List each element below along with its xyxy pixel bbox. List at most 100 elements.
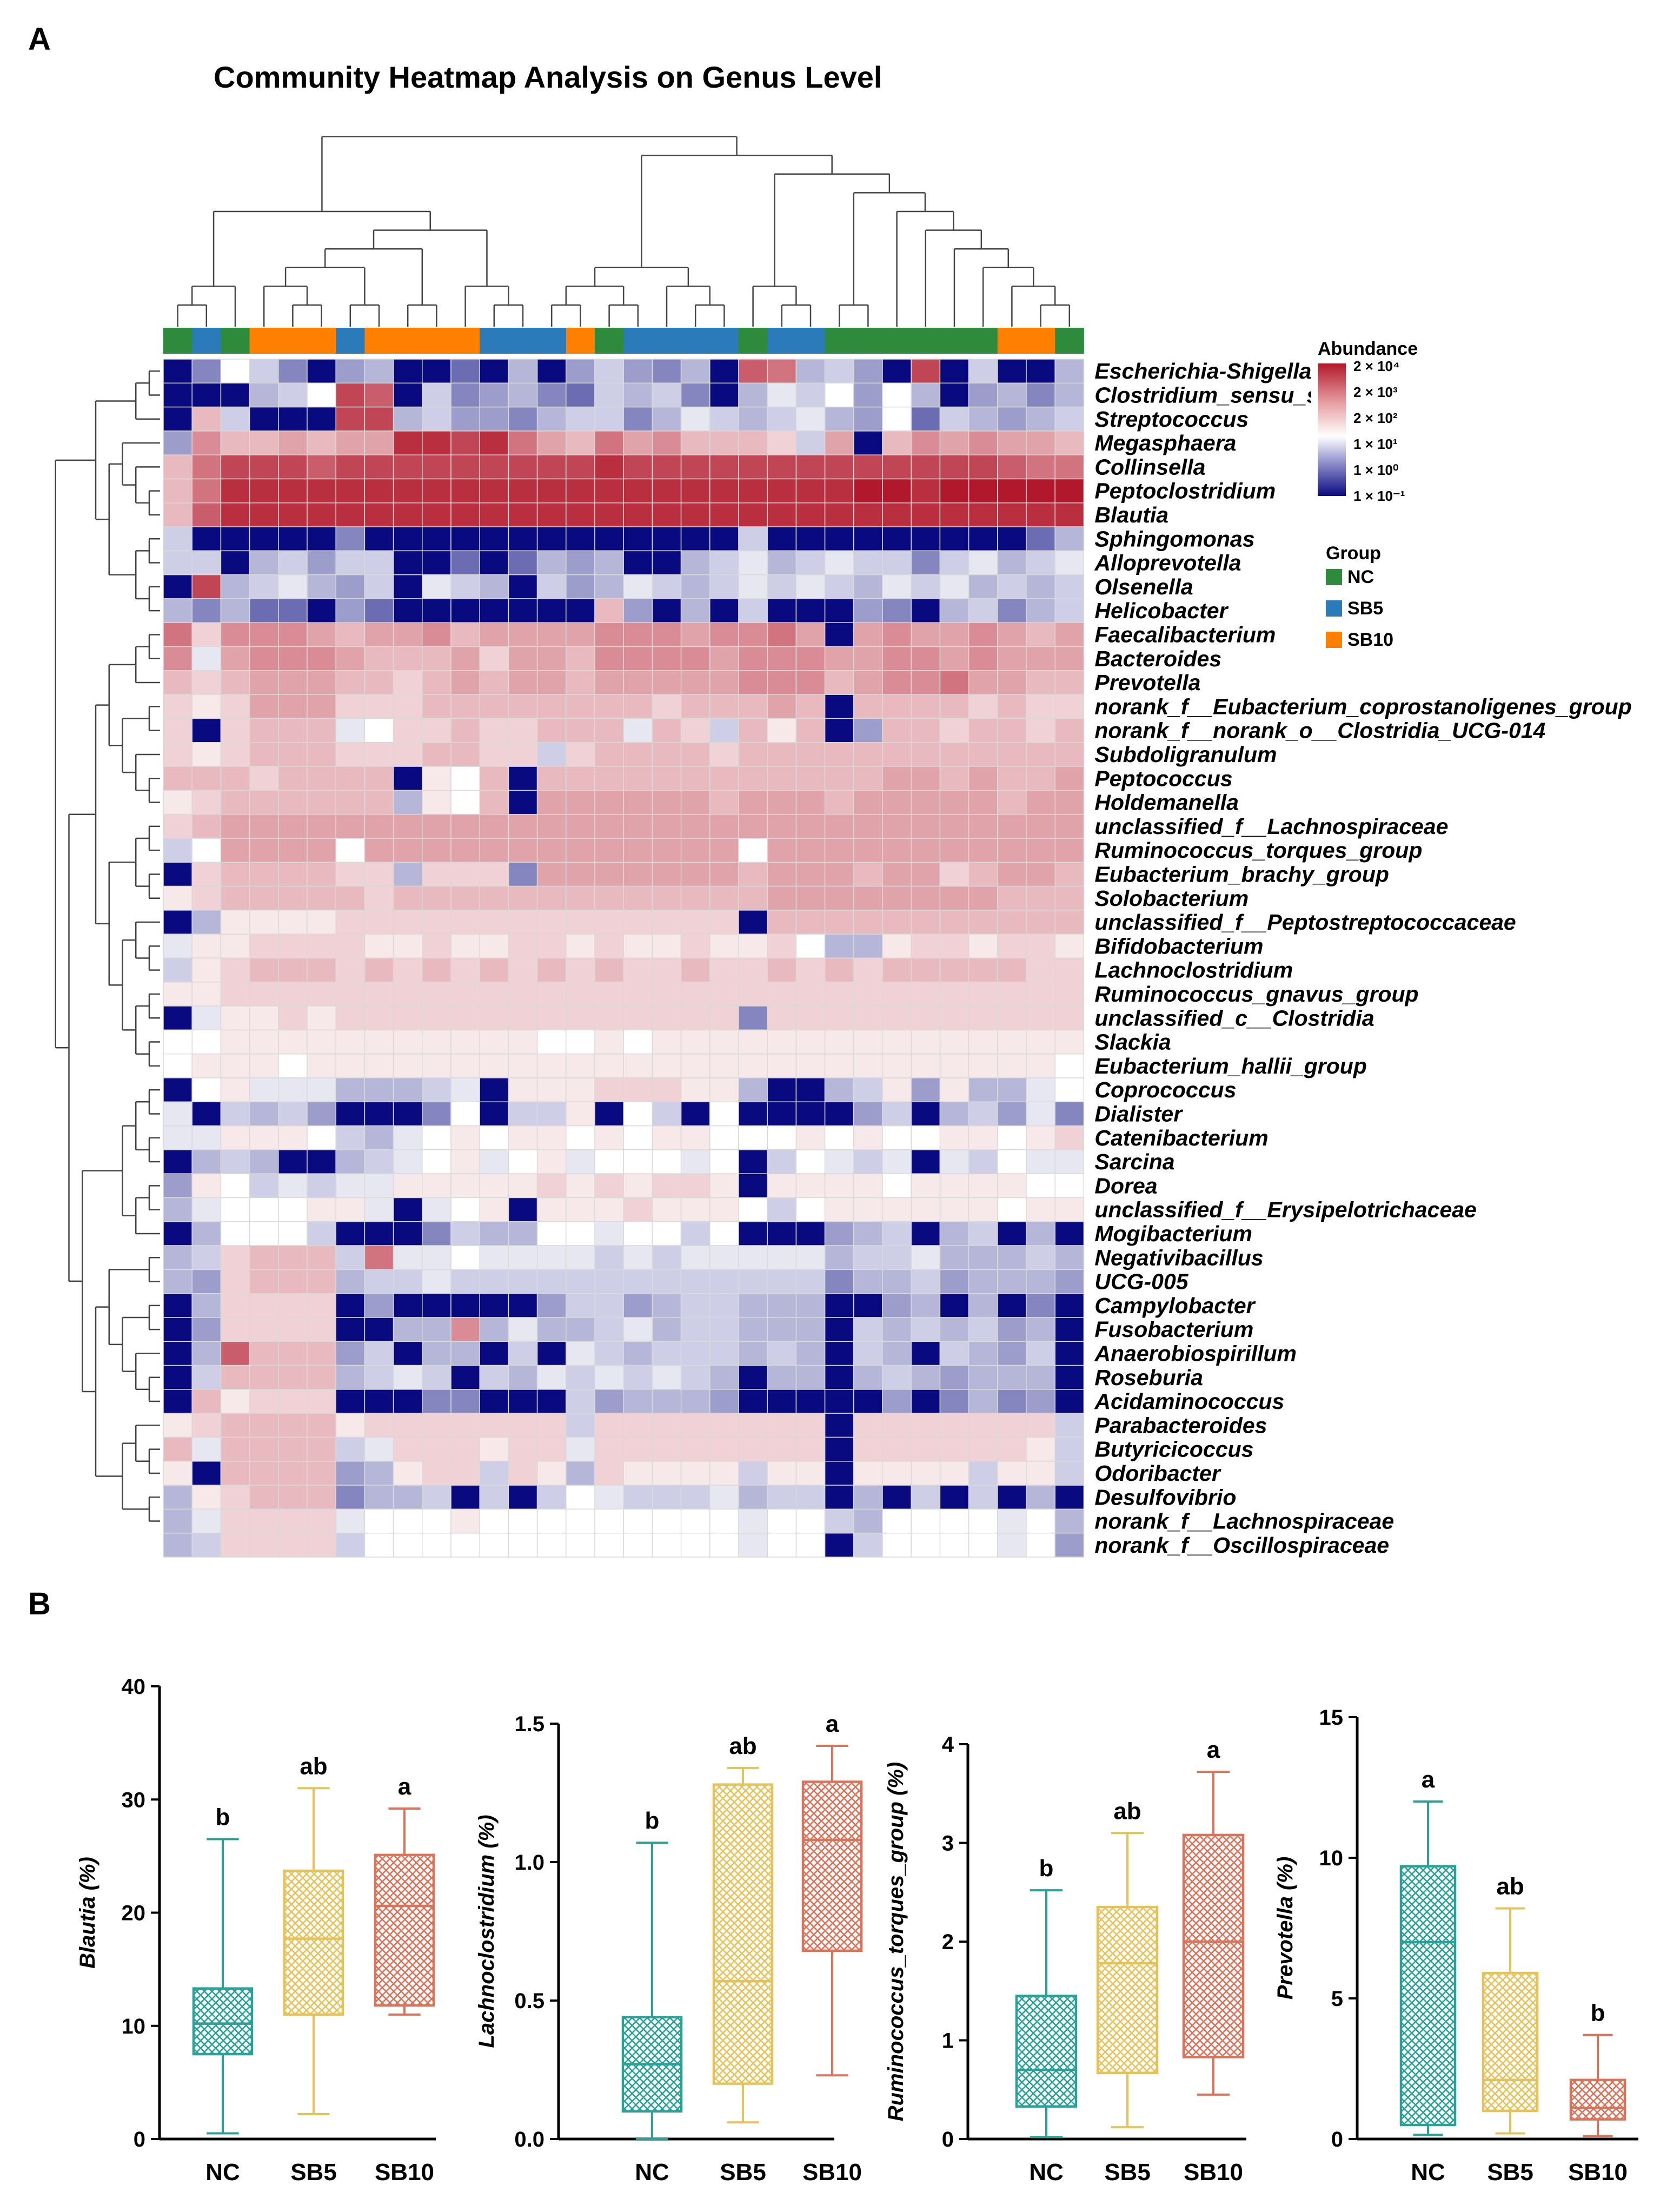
heatmap-cell-helicobacter-16 <box>594 598 624 624</box>
heatmap-cell-solobacterium-13 <box>508 885 538 911</box>
heatmap-cell-ruminococcus-gnavus-group-1 <box>163 982 192 1007</box>
heatmap-cell-eubacterium-brachy-group-18 <box>652 862 682 887</box>
heatmap-cell-norank-f-lachnospiraceae-21 <box>738 1508 768 1534</box>
heatmap-cell-catenibacterium-13 <box>508 1125 538 1150</box>
group-bar-cell-26 <box>882 328 912 354</box>
heatmap-cell-alloprevotella-32 <box>1054 550 1085 575</box>
heatmap-cell-blautia-2 <box>191 502 222 527</box>
heatmap-cell-blautia-23 <box>795 502 826 527</box>
heatmap-cell-ruminococcus-torques-group-3 <box>220 838 250 863</box>
heatmap-cell-alloprevotella-17 <box>623 550 653 575</box>
heatmap-cell-collinsella-30 <box>997 454 1027 480</box>
heatmap-cell-dorea-29 <box>968 1173 998 1198</box>
group-bar-cell-15 <box>566 328 595 354</box>
heatmap-cell-blautia-5 <box>278 502 308 527</box>
group-annotation-bar <box>163 328 1084 354</box>
heatmap-cell-escherichia-shigella-3 <box>220 359 250 384</box>
heatmap-cell-collinsella-23 <box>795 454 826 480</box>
heatmap-cell-sarcina-5 <box>278 1149 308 1174</box>
heatmap-cell-ruminococcus-torques-group-15 <box>566 838 595 863</box>
heatmap-cell-desulfovibrio-14 <box>536 1485 567 1510</box>
heatmap-cell-blautia-22 <box>767 502 797 527</box>
heatmap-cell-olsenella-25 <box>853 574 883 599</box>
heatmap-cell-streptococcus-29 <box>968 406 998 432</box>
heatmap-cell-unclassified-f-lachnospiraceae-15 <box>566 813 595 839</box>
heatmap-cell-parabacteroides-1 <box>163 1413 192 1438</box>
heatmap-cell-coprococcus-1 <box>163 1077 192 1103</box>
heatmap-cell-fusobacterium-31 <box>1026 1317 1055 1342</box>
heatmap-cell-unclassified-f-lachnospiraceae-8 <box>364 813 394 839</box>
heatmap-cell-helicobacter-26 <box>882 598 912 624</box>
heatmap-cell-eubacterium-brachy-group-17 <box>623 862 653 887</box>
heatmap-cell-unclassified-f-lachnospiraceae-10 <box>422 813 451 839</box>
heatmap-cell-prevotella-19 <box>680 670 710 695</box>
heatmap-cell-anaerobiospirillum-7 <box>335 1341 366 1366</box>
heatmap-cell-unclassified-f-lachnospiraceae-25 <box>853 813 883 839</box>
heatmap-cell-lachnoclostridium-5 <box>278 957 308 983</box>
heatmap-cell-streptococcus-11 <box>450 406 480 432</box>
heatmap-cell-norank-f-oscillospiraceae-4 <box>249 1532 279 1558</box>
heatmap-cell-megasphaera-21 <box>738 431 768 455</box>
heatmap-cell-acidaminococcus-28 <box>939 1389 970 1414</box>
heatmap-cell-holdemanella-15 <box>566 790 595 815</box>
heatmap-cell-acidaminococcus-10 <box>422 1389 451 1414</box>
category-label-nc: NC <box>1411 2159 1445 2186</box>
heatmap-cell-ruminococcus-torques-group-18 <box>652 838 682 863</box>
heatmap-cell-catenibacterium-3 <box>220 1125 250 1150</box>
heatmap-cell-faecalibacterium-13 <box>508 622 538 647</box>
heatmap-cell-unclassified-f-erysipelotrichaceae-6 <box>307 1197 336 1222</box>
heatmap-cell-negativibacillus-3 <box>220 1245 250 1270</box>
heatmap-cell-megasphaera-26 <box>882 431 912 455</box>
heatmap-cell-norank-f-norank-o-clostridia-ucg-014-30 <box>997 718 1027 743</box>
heatmap-cell-ruminococcus-torques-group-20 <box>709 838 739 863</box>
heatmap-cell-ucg-005-26 <box>882 1269 912 1294</box>
heatmap-cell-alloprevotella-3 <box>220 550 250 575</box>
heatmap-cell-collinsella-13 <box>508 454 538 480</box>
group-legend-label-sb5: SB5 <box>1347 598 1383 619</box>
heatmap-cell-prevotella-11 <box>450 670 480 695</box>
heatmap-cells <box>163 359 1085 1558</box>
heatmap-cell-sarcina-9 <box>393 1149 423 1174</box>
heatmap-cell-unclassified-f-lachnospiraceae-24 <box>824 813 854 839</box>
heatmap-cell-faecalibacterium-21 <box>738 622 768 647</box>
heatmap-cell-blautia-27 <box>911 502 941 527</box>
heatmap-cell-desulfovibrio-26 <box>882 1485 912 1510</box>
heatmap-cell-dorea-21 <box>738 1173 768 1198</box>
heatmap-cell-parabacteroides-5 <box>278 1413 308 1438</box>
heatmap-cell-holdemanella-20 <box>709 790 739 815</box>
heatmap-cell-eubacterium-brachy-group-23 <box>795 862 826 887</box>
heatmap-cell-sarcina-18 <box>652 1149 682 1174</box>
heatmap-cell-peptoclostridium-8 <box>364 478 394 504</box>
heatmap-cell-desulfovibrio-24 <box>824 1485 854 1510</box>
heatmap-cell-megasphaera-23 <box>795 431 826 455</box>
heatmap-cell-eubacterium-hallii-group-31 <box>1026 1053 1055 1078</box>
heatmap-cell-holdemanella-2 <box>191 790 222 815</box>
heatmap-cell-odoribacter-17 <box>623 1461 653 1486</box>
heatmap-cell-desulfovibrio-4 <box>249 1485 279 1510</box>
heatmap-cell-escherichia-shigella-16 <box>594 359 624 384</box>
heatmap-cell-helicobacter-21 <box>738 598 768 624</box>
genus-label-unclassified-f-lachnospiraceae: unclassified_f__Lachnospiraceae <box>1094 814 1448 839</box>
heatmap-cell-unclassified-f-lachnospiraceae-13 <box>508 813 538 839</box>
heatmap-cell-norank-f-lachnospiraceae-9 <box>393 1508 423 1534</box>
heatmap-cell-sphingomonas-22 <box>767 526 797 552</box>
heatmap-cell-dialister-3 <box>220 1101 250 1127</box>
heatmap-cell-norank-f-eubacterium-coprostanoligenes-group-17 <box>623 694 653 719</box>
heatmap-cell-dorea-6 <box>307 1173 336 1198</box>
heatmap-cell-alloprevotella-2 <box>191 550 222 575</box>
heatmap-cell-sarcina-6 <box>307 1149 336 1174</box>
column-dendrogram <box>177 136 1071 327</box>
heatmap-cell-ucg-005-14 <box>536 1269 567 1294</box>
heatmap-cell-odoribacter-28 <box>939 1461 970 1486</box>
heatmap-cell-mogibacterium-24 <box>824 1221 854 1246</box>
heatmap-cell-prevotella-8 <box>364 670 394 695</box>
heatmap-cell-norank-f-lachnospiraceae-24 <box>824 1508 854 1534</box>
heatmap-cell-sarcina-2 <box>191 1149 222 1174</box>
heatmap-cell-peptococcus-18 <box>652 766 682 791</box>
heatmap-cell-eubacterium-brachy-group-9 <box>393 862 423 887</box>
heatmap-cell-olsenella-3 <box>220 574 250 599</box>
heatmap-cell-norank-f-eubacterium-coprostanoligenes-group-19 <box>680 694 710 719</box>
heatmap-cell-unclassified-f-peptostreptococcaceae-26 <box>882 910 912 935</box>
heatmap-cell-ruminococcus-torques-group-31 <box>1026 838 1055 863</box>
heatmap-cell-subdoligranulum-2 <box>191 742 222 767</box>
